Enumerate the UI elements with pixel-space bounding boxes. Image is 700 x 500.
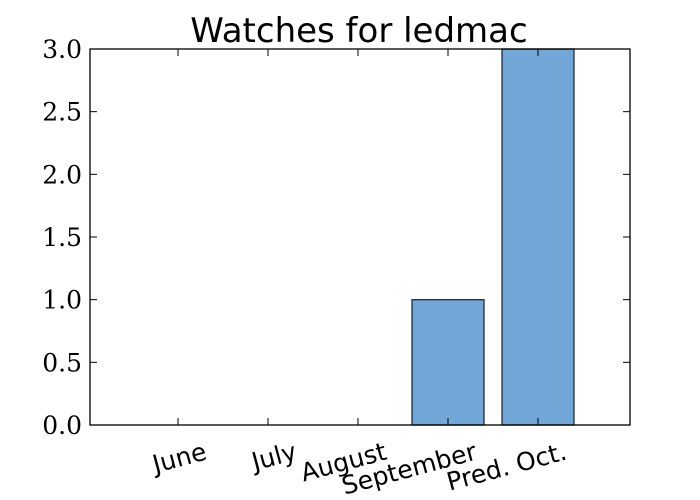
bar-pred-oct (501, 48, 575, 426)
bar-september (411, 299, 485, 426)
y-axis-ticks: 0.0 0.5 1.0 1.5 2.0 2.5 3.0 (42, 35, 630, 440)
x-tick-label: June (148, 437, 210, 480)
y-tick-label: 0.5 (42, 348, 82, 377)
y-tick-label: 1.0 (42, 286, 82, 315)
bars-group (411, 48, 575, 426)
x-tick-label: July (247, 437, 300, 477)
y-tick-label: 3.0 (42, 35, 82, 64)
y-tick-label: 2.0 (42, 160, 82, 189)
y-tick-label: 0.0 (42, 411, 82, 440)
plot-frame (89, 48, 631, 426)
y-tick-label: 1.5 (42, 223, 82, 252)
chart-title: Watches for ledmac (190, 11, 527, 51)
y-tick-label: 2.5 (42, 98, 82, 127)
